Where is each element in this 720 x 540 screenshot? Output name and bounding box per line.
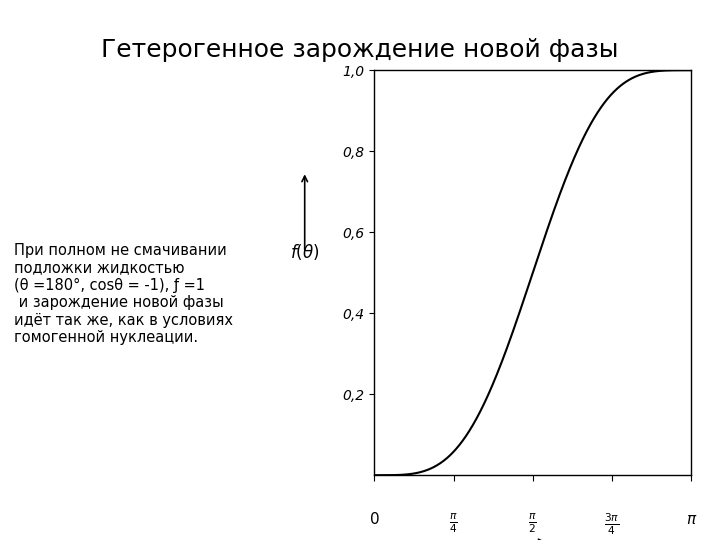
- Text: При полном не смачивании
подложки жидкостью
(θ =180°, cosθ = -1), ƒ =1
 и зарожд: При полном не смачивании подложки жидкос…: [14, 243, 233, 345]
- Text: $\frac{3\pi}{4}$: $\frac{3\pi}{4}$: [604, 512, 620, 537]
- Text: 0: 0: [369, 512, 379, 526]
- Text: $\frac{\pi}{4}$: $\frac{\pi}{4}$: [449, 512, 458, 535]
- Text: $\pi$: $\pi$: [685, 512, 697, 526]
- Text: Гетерогенное зарождение новой фазы: Гетерогенное зарождение новой фазы: [102, 38, 618, 62]
- Text: $f(\theta)$: $f(\theta)$: [290, 242, 320, 262]
- Text: $\frac{\pi}{2}$: $\frac{\pi}{2}$: [528, 512, 537, 535]
